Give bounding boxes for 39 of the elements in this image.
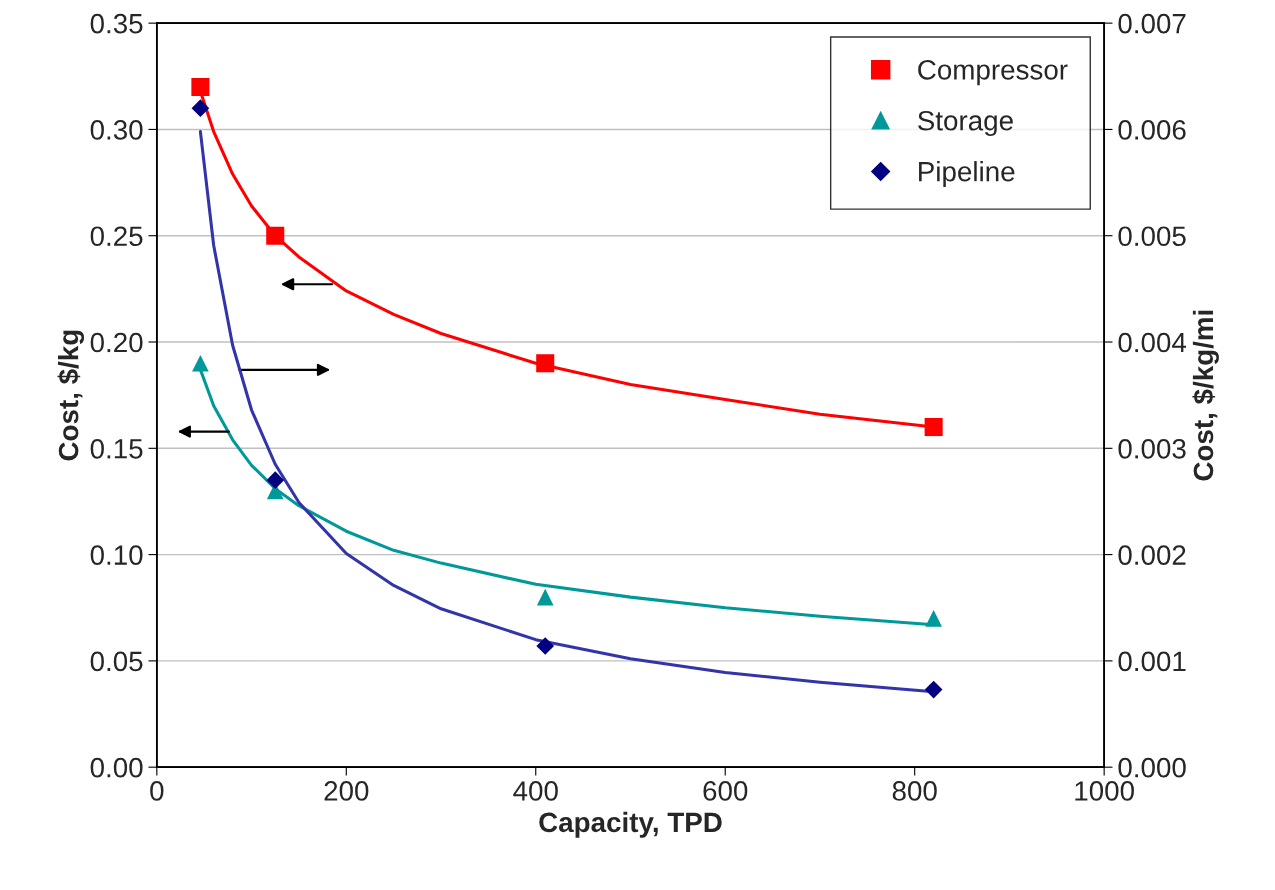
- x-axis-title: Capacity, TPD: [539, 811, 722, 838]
- legend-label: Pipeline: [919, 161, 1015, 187]
- x-tick-label: 200: [324, 781, 369, 801]
- y-tick-label: 0.15: [90, 438, 143, 459]
- point: [191, 99, 210, 118]
- y-tick-label: 0.25: [90, 226, 143, 247]
- y2-tick-label: 0.000: [1118, 757, 1186, 778]
- legend-label: Compressor: [918, 59, 1068, 86]
- y2-tick-label: 0.005: [1118, 226, 1186, 247]
- y2-tick-label: 0.002: [1118, 545, 1186, 565]
- y-tick-label: 0.35: [90, 13, 143, 34]
- point: [266, 471, 285, 490]
- point: [924, 418, 943, 437]
- y-tick-label: 0.20: [90, 332, 143, 353]
- y2-tick-label: 0.006: [1118, 120, 1186, 140]
- point: [191, 77, 210, 96]
- y-tick-label: 0.00: [90, 757, 143, 778]
- x-tick-label: 1000: [1075, 781, 1134, 801]
- point: [536, 354, 555, 373]
- x-tick-label: 600: [703, 781, 748, 801]
- y-tick-label: 0.30: [90, 120, 143, 140]
- point: [536, 588, 554, 606]
- y2-tick-label: 0.001: [1118, 651, 1186, 672]
- y2-tick-label: 0.003: [1118, 438, 1186, 459]
- point: [924, 680, 943, 699]
- y2-tick-label: 0.007: [1118, 13, 1186, 34]
- y-tick-label: 0.05: [90, 651, 143, 672]
- x-tick-label: 400: [513, 781, 558, 801]
- point: [266, 226, 285, 245]
- y-axis-title: Cost, $/kg: [57, 330, 85, 461]
- y2-tick-label: 0.004: [1118, 332, 1187, 353]
- point: [536, 637, 555, 655]
- x-tick-label: 800: [892, 781, 937, 801]
- y2-axis-title: Cost, $/kg/mi: [1192, 310, 1219, 481]
- x-tick-label: 0: [150, 781, 164, 801]
- y-tick-label: 0.10: [90, 545, 143, 565]
- point: [192, 354, 209, 372]
- point: [925, 610, 942, 627]
- legend-label: Storage: [918, 110, 1013, 137]
